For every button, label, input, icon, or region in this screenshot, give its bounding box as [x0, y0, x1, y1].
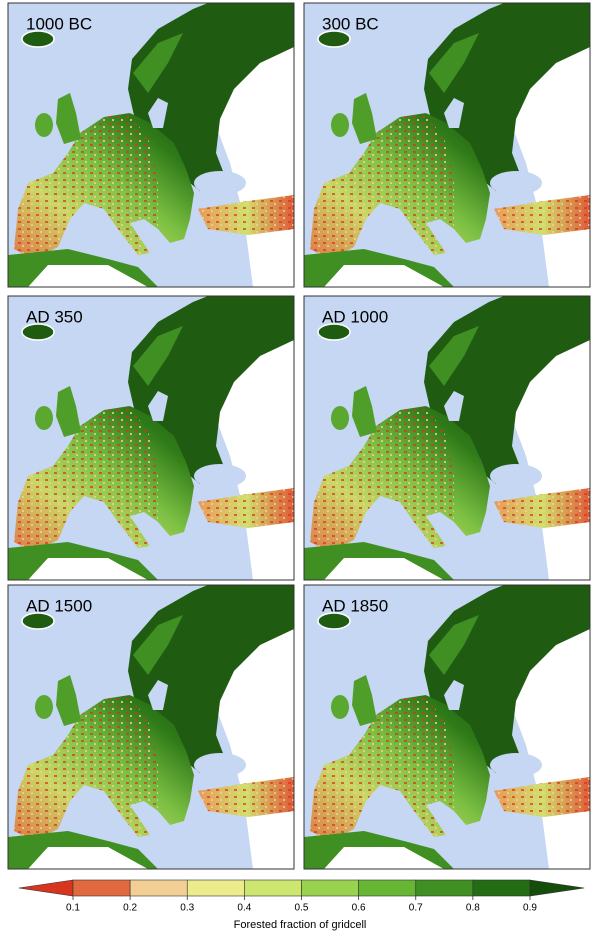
panel-label: 1000 BC [26, 14, 92, 33]
colorbar-end [529, 879, 585, 897]
colorbar-tick-label: 0.7 [409, 903, 423, 914]
panels: 1000 BC 300 BC AD 350 AD 1000 AD 1500 AD 1850 [7, 2, 591, 870]
map [7, 295, 295, 581]
colorbar-tick-label: 0.8 [466, 903, 480, 914]
colorbar-tick-label: 0.2 [123, 903, 137, 914]
panel-frame [303, 584, 591, 870]
map [303, 584, 591, 870]
map-panel: 1000 BC [7, 2, 295, 288]
map-panel: 300 BC [303, 2, 591, 288]
panel-label: AD 1000 [322, 307, 388, 326]
colorbar-segment [358, 879, 417, 897]
colorbar-segment [415, 879, 474, 897]
map [303, 2, 591, 288]
map-panel: AD 1850 [303, 584, 591, 870]
colorbar-segment [472, 879, 531, 897]
colorbar-segment [186, 879, 245, 897]
map [7, 2, 295, 288]
panel-frame [303, 295, 591, 581]
map-panel: AD 1000 [303, 295, 591, 581]
panel-label: AD 1850 [322, 596, 388, 615]
colorbar-segment [72, 879, 131, 897]
panel-frame [7, 2, 295, 288]
colorbar: 0.1 0.2 0.3 0.4 0.5 0.6 0.7 0.8 0.9 [18, 879, 585, 914]
panel-frame [7, 584, 295, 870]
colorbar-tick-label: 0.6 [352, 903, 366, 914]
panel-frame [7, 295, 295, 581]
map [303, 295, 591, 581]
panel-label: AD 1500 [26, 596, 92, 615]
colorbar-segment [129, 879, 188, 897]
colorbar-tick-label: 0.4 [237, 903, 251, 914]
colorbar-segment [244, 879, 302, 897]
panel-label: 300 BC [322, 14, 379, 33]
map-panel: AD 1500 [7, 584, 295, 870]
colorbar-end [18, 879, 74, 897]
colorbar-tick-label: 0.1 [66, 903, 80, 914]
colorbar-tick-label: 0.9 [523, 903, 537, 914]
panel-frame [303, 2, 591, 288]
map-panel: AD 350 [7, 295, 295, 581]
colorbar-tick-label: 0.3 [180, 903, 194, 914]
map [7, 584, 295, 870]
colorbar-tick-label: 0.5 [295, 903, 309, 914]
colorbar-label: Forested fraction of gridcell [234, 919, 367, 931]
panel-label: AD 350 [26, 307, 83, 326]
colorbar-segment [301, 879, 359, 897]
